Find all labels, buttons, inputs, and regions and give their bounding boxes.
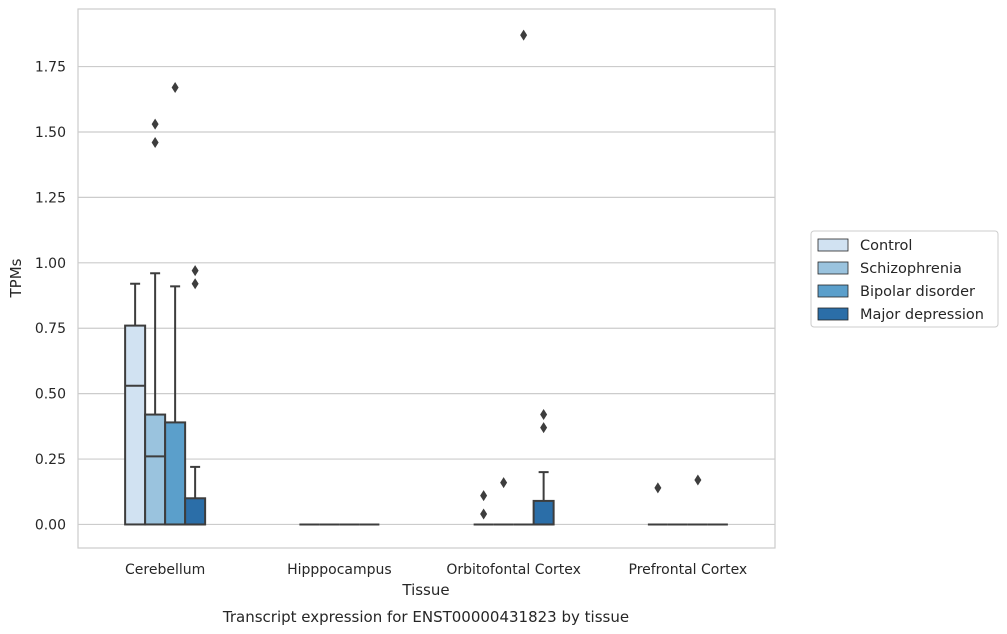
legend-swatch	[817, 307, 849, 321]
y-tick-label: 1.50	[35, 125, 66, 141]
y-tick-label: 1.75	[35, 60, 66, 76]
y-tick-label: 1.00	[35, 256, 66, 272]
box	[473, 490, 494, 526]
box	[532, 409, 555, 526]
y-tick-label: 0.00	[35, 517, 66, 533]
outlier-point	[480, 490, 488, 502]
x-tick-label: Prefrontal Cortex	[629, 562, 748, 578]
outlier-point	[654, 482, 662, 494]
box-body	[164, 421, 187, 526]
plot-frame	[77, 8, 776, 549]
y-tick-labels: 0.00 0.25 0.50 0.75 1.00 1.25 1.50 1.75	[35, 60, 66, 534]
chart-title: Transcript expression for ENST0000043182…	[222, 608, 629, 626]
outlier-point	[540, 422, 548, 434]
grid-lines	[78, 65, 775, 526]
series-bipolar-disorder	[164, 29, 708, 526]
y-axis-title: TPMs	[7, 258, 25, 298]
box-body	[124, 324, 147, 526]
legend-label: Schizophrenia	[860, 261, 962, 277]
series-major-depression	[184, 265, 728, 526]
outlier-point	[500, 477, 508, 489]
x-tick-label: Orbitofontal Cortex	[446, 562, 581, 578]
y-tick-label: 0.25	[35, 452, 66, 468]
x-axis-title: Tissue	[401, 581, 449, 599]
legend-label: Bipolar disorder	[860, 284, 975, 300]
legend: Control Schizophrenia Bipolar disorder Majo…	[810, 230, 999, 328]
outlier-point	[540, 409, 548, 421]
legend-frame	[810, 230, 999, 328]
outlier-point	[191, 278, 199, 290]
outlier-point	[480, 508, 488, 520]
x-tick-labels: Cerebellum Hipppocampus Orbitofontal Corte…	[125, 562, 747, 578]
box	[513, 29, 534, 526]
legend-swatch	[817, 261, 849, 275]
box	[164, 81, 187, 526]
legend-label: Major depression	[860, 307, 984, 323]
box-body	[184, 497, 207, 526]
y-tick-label: 0.50	[35, 387, 66, 403]
legend-swatch	[817, 238, 849, 252]
x-tick-label: Hipppocampus	[287, 562, 392, 578]
box	[144, 118, 167, 526]
outlier-point	[171, 81, 179, 93]
outlier-point	[151, 136, 159, 148]
box	[687, 474, 708, 526]
y-tick-label: 1.25	[35, 190, 66, 206]
box	[493, 477, 514, 526]
box-body	[532, 499, 555, 526]
series-schizophrenia	[144, 118, 688, 526]
legend-swatch	[817, 284, 849, 298]
y-tick-label: 0.75	[35, 321, 66, 337]
x-tick-label: Cerebellum	[125, 562, 205, 578]
outlier-point	[151, 118, 159, 130]
box-body	[144, 413, 167, 526]
box-series	[124, 29, 728, 526]
outlier-point	[520, 29, 528, 41]
box	[124, 282, 147, 526]
box	[184, 265, 207, 526]
outlier-point	[191, 265, 199, 277]
box	[647, 482, 668, 526]
legend-label: Control	[860, 238, 912, 254]
series-control	[124, 282, 668, 526]
outlier-point	[694, 474, 702, 486]
